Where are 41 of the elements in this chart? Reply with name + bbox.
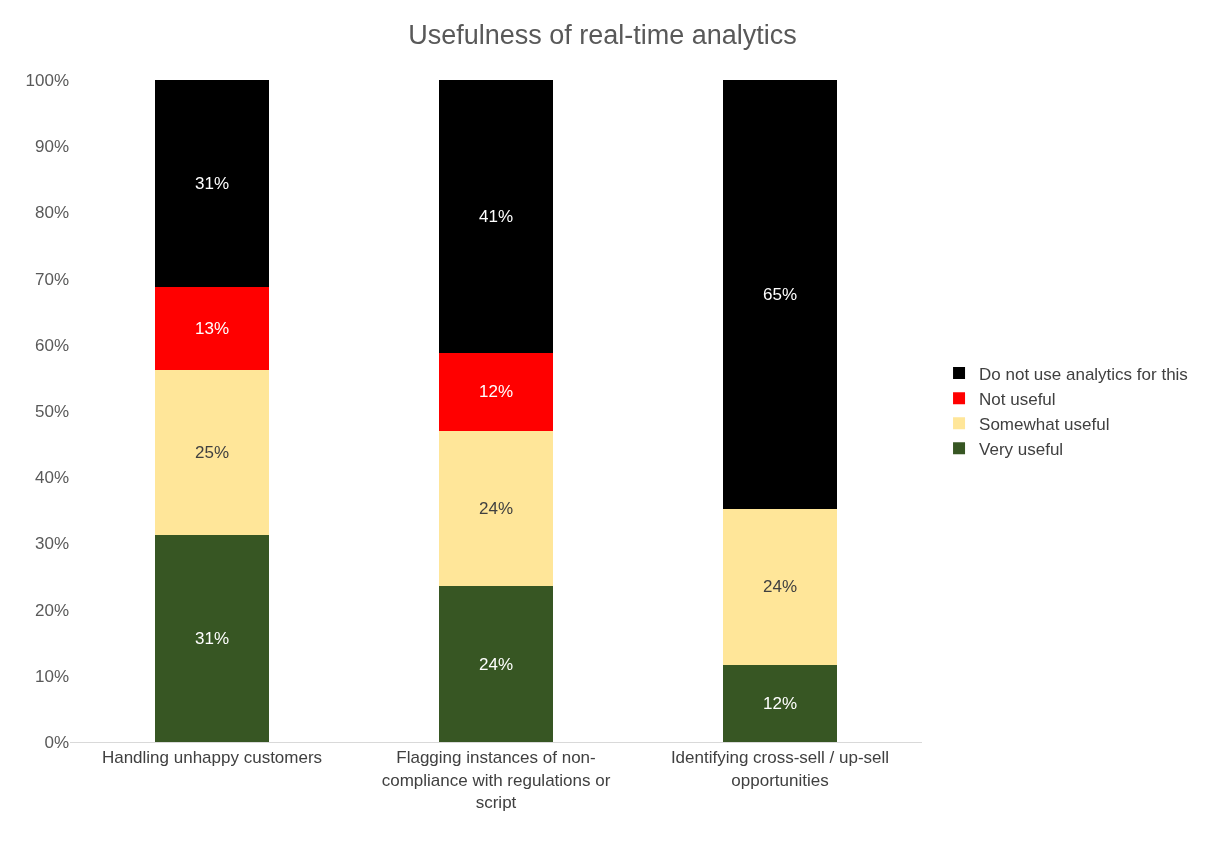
y-tick-label: 10% <box>34 666 69 686</box>
bar <box>723 508 837 665</box>
bar <box>439 352 553 431</box>
y-tick-label: 90% <box>34 137 69 157</box>
data-label: 25% <box>194 443 230 463</box>
chart-title: Usefulness of real-time analytics <box>408 20 797 51</box>
y-tick-label: 20% <box>34 600 69 620</box>
legend-label: Do not use analytics for this <box>979 364 1188 384</box>
data-label: 12% <box>762 693 798 713</box>
bar <box>439 586 553 742</box>
bar <box>723 80 837 509</box>
x-tick-label: Handling unhappy customers <box>101 748 323 768</box>
legend-label: Somewhat useful <box>979 414 1110 434</box>
bar <box>439 80 553 353</box>
y-tick-label: 100% <box>25 70 69 90</box>
y-tick-label: 0% <box>44 732 69 752</box>
data-label: 31% <box>194 629 230 649</box>
data-label: 24% <box>478 654 514 674</box>
data-label: 24% <box>478 499 514 519</box>
y-tick-label: 70% <box>34 269 69 289</box>
bar <box>155 80 269 287</box>
legend-label: Very useful <box>979 439 1064 459</box>
bar <box>723 664 837 742</box>
y-tick-label: 50% <box>34 401 69 421</box>
y-tick-label: 30% <box>34 534 69 554</box>
data-label: 13% <box>194 318 230 338</box>
data-label: 31% <box>194 173 230 193</box>
y-tick-label: 40% <box>34 468 69 488</box>
bar <box>155 286 269 370</box>
bar <box>155 369 269 536</box>
data-label: 12% <box>478 382 514 402</box>
data-label: 24% <box>762 577 798 597</box>
x-tick-label: Identifying cross-sell / up-sell opportunities <box>670 748 890 790</box>
bar <box>155 535 269 742</box>
y-tick-label: 80% <box>34 203 69 223</box>
bar <box>439 430 553 587</box>
data-label: 65% <box>762 284 798 304</box>
data-label: 41% <box>478 206 514 226</box>
y-tick-label: 60% <box>34 335 69 355</box>
x-tick-label: Flagging instances of non-compliance with regulations or script <box>381 748 611 812</box>
legend-label: Not useful <box>979 389 1056 409</box>
